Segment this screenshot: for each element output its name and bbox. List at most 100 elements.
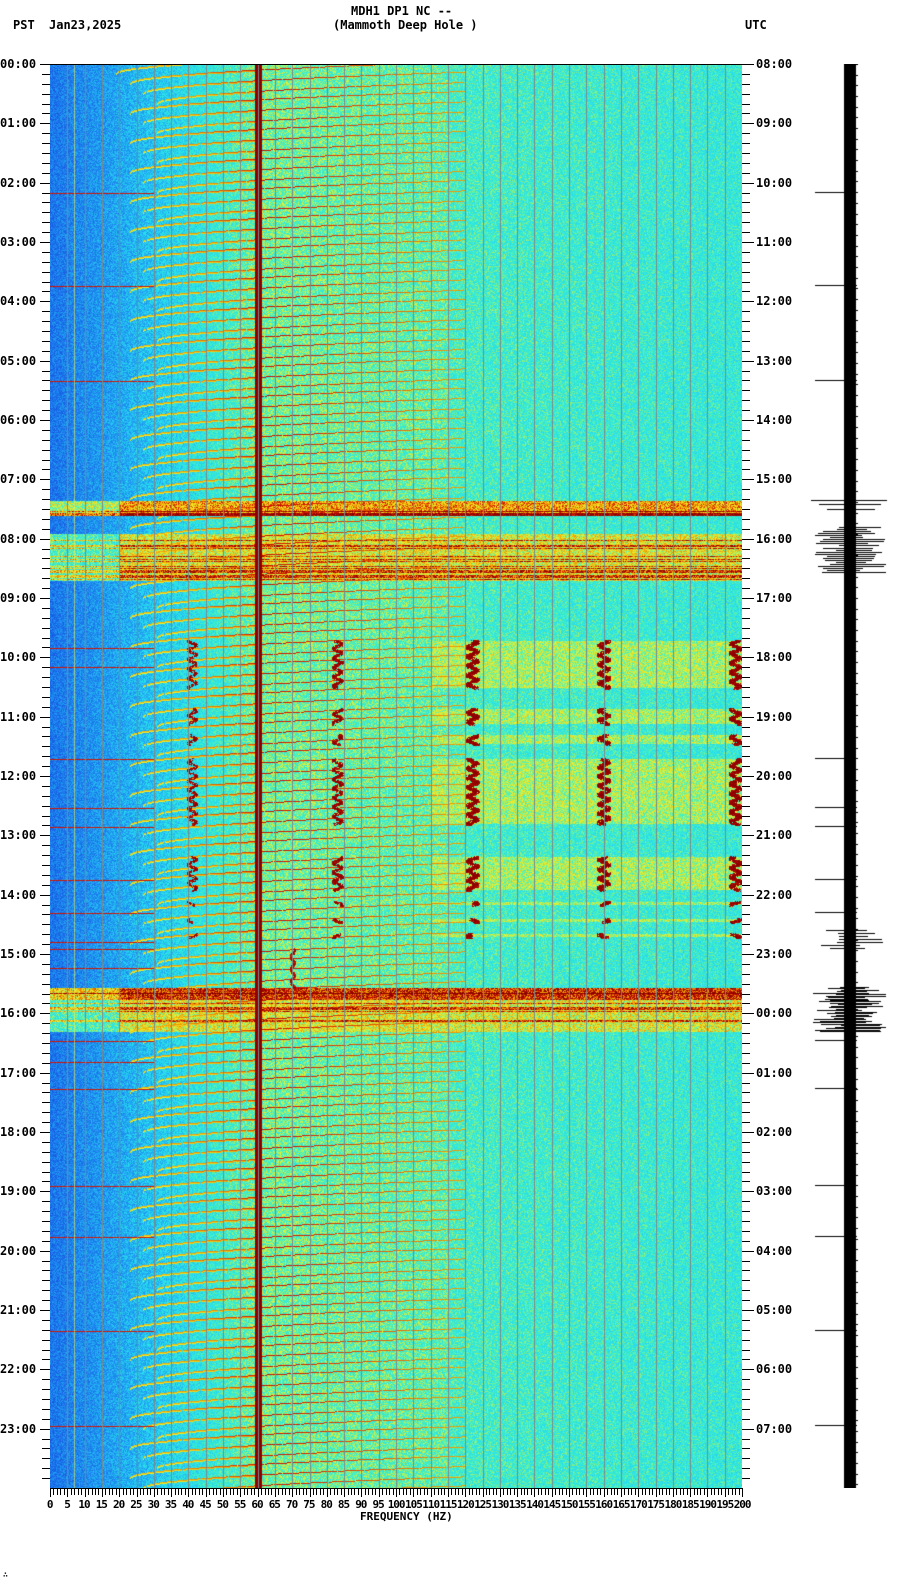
x-tick [216, 1489, 217, 1495]
y-label-left: 07:00 [0, 472, 37, 486]
y-tick-left [42, 252, 50, 253]
x-tick [247, 1489, 248, 1495]
y-label-right: 23:00 [756, 947, 793, 961]
x-label: 150 [560, 1498, 579, 1511]
y-tick-right [742, 133, 750, 134]
y-tick-right [742, 1122, 750, 1123]
x-label: 110 [422, 1498, 440, 1511]
y-tick-right [742, 1251, 754, 1252]
y-tick-left [40, 1310, 50, 1311]
x-tick [386, 1489, 387, 1495]
y-label-right: 22:00 [756, 888, 793, 902]
x-tick [538, 1489, 539, 1495]
x-tick [441, 1489, 442, 1495]
x-tick [244, 1489, 245, 1495]
y-tick-left [40, 479, 50, 480]
y-tick-right [742, 1162, 750, 1163]
y-tick-right [742, 1092, 750, 1093]
x-tick [292, 1489, 293, 1497]
y-tick-left [42, 410, 50, 411]
corner-mark: ∴ [3, 1570, 8, 1579]
x-tick [683, 1489, 684, 1495]
y-tick-right [742, 796, 750, 797]
x-label: 165 [612, 1498, 631, 1511]
y-tick-right [742, 628, 750, 629]
x-label: 125 [474, 1498, 492, 1511]
y-tick-left [42, 113, 50, 114]
y-tick-left [42, 193, 50, 194]
y-tick-right [742, 1211, 750, 1212]
y-tick-left [42, 1231, 50, 1232]
y-tick-right [742, 1191, 754, 1192]
y-tick-right [742, 1458, 750, 1459]
y-tick-left [42, 806, 50, 807]
y-tick-left [42, 766, 50, 767]
x-tick [424, 1489, 425, 1495]
x-tick [178, 1489, 179, 1495]
y-tick-right [742, 1033, 750, 1034]
x-tick [645, 1489, 646, 1495]
y-tick-right [742, 1389, 750, 1390]
x-label: 145 [543, 1498, 561, 1511]
x-tick [389, 1489, 390, 1495]
y-tick-right [742, 776, 754, 777]
y-tick-right [742, 677, 750, 678]
x-tick [656, 1489, 657, 1497]
x-tick [251, 1489, 252, 1495]
y-tick-left [42, 1448, 50, 1449]
x-tick [721, 1489, 722, 1495]
y-tick-right [742, 1340, 750, 1341]
y-label-left: 13:00 [0, 828, 37, 842]
x-tick [621, 1489, 622, 1497]
x-tick [732, 1489, 733, 1495]
y-tick-left [40, 1429, 50, 1430]
x-tick [116, 1489, 117, 1495]
x-tick [666, 1489, 667, 1495]
x-tick [420, 1489, 421, 1495]
x-label: 0 [46, 1498, 54, 1511]
x-tick [226, 1489, 227, 1495]
y-tick-left [42, 331, 50, 332]
x-tick [676, 1489, 677, 1495]
x-label: 65 [268, 1498, 281, 1511]
y-tick-right [742, 1112, 750, 1113]
y-label-right: 16:00 [756, 532, 793, 546]
y-tick-right [742, 608, 750, 609]
y-tick-right [742, 489, 750, 490]
y-tick-right [742, 1439, 750, 1440]
y-tick-right [742, 390, 750, 391]
x-tick [143, 1489, 144, 1495]
y-tick-right [742, 1003, 750, 1004]
y-tick-left [42, 618, 50, 619]
y-tick-left [42, 1102, 50, 1103]
x-tick [282, 1489, 283, 1495]
x-tick [379, 1489, 380, 1497]
y-tick-right [742, 727, 750, 728]
x-tick [496, 1489, 497, 1495]
y-tick-left [42, 143, 50, 144]
x-label: 25 [130, 1498, 142, 1511]
y-tick-right [742, 667, 750, 668]
x-tick [590, 1489, 591, 1495]
x-tick [483, 1489, 484, 1497]
x-tick [365, 1489, 366, 1495]
y-tick-right [742, 934, 750, 935]
x-tick [313, 1489, 314, 1495]
y-tick-right [742, 1409, 750, 1410]
x-tick [154, 1489, 155, 1497]
x-tick [396, 1489, 397, 1497]
y-tick-left [42, 578, 50, 579]
x-tick [119, 1489, 120, 1497]
x-tick [559, 1489, 560, 1495]
y-tick-right [742, 746, 750, 747]
x-tick [500, 1489, 501, 1497]
y-tick-right [742, 262, 750, 263]
y-tick-left [42, 1409, 50, 1410]
y-label-left: 18:00 [0, 1125, 37, 1139]
x-tick [372, 1489, 373, 1495]
y-tick-right [742, 1419, 750, 1420]
x-tick [707, 1489, 708, 1497]
y-label-right: 03:00 [756, 1184, 793, 1198]
y-tick-left [42, 440, 50, 441]
y-tick-right [742, 638, 750, 639]
